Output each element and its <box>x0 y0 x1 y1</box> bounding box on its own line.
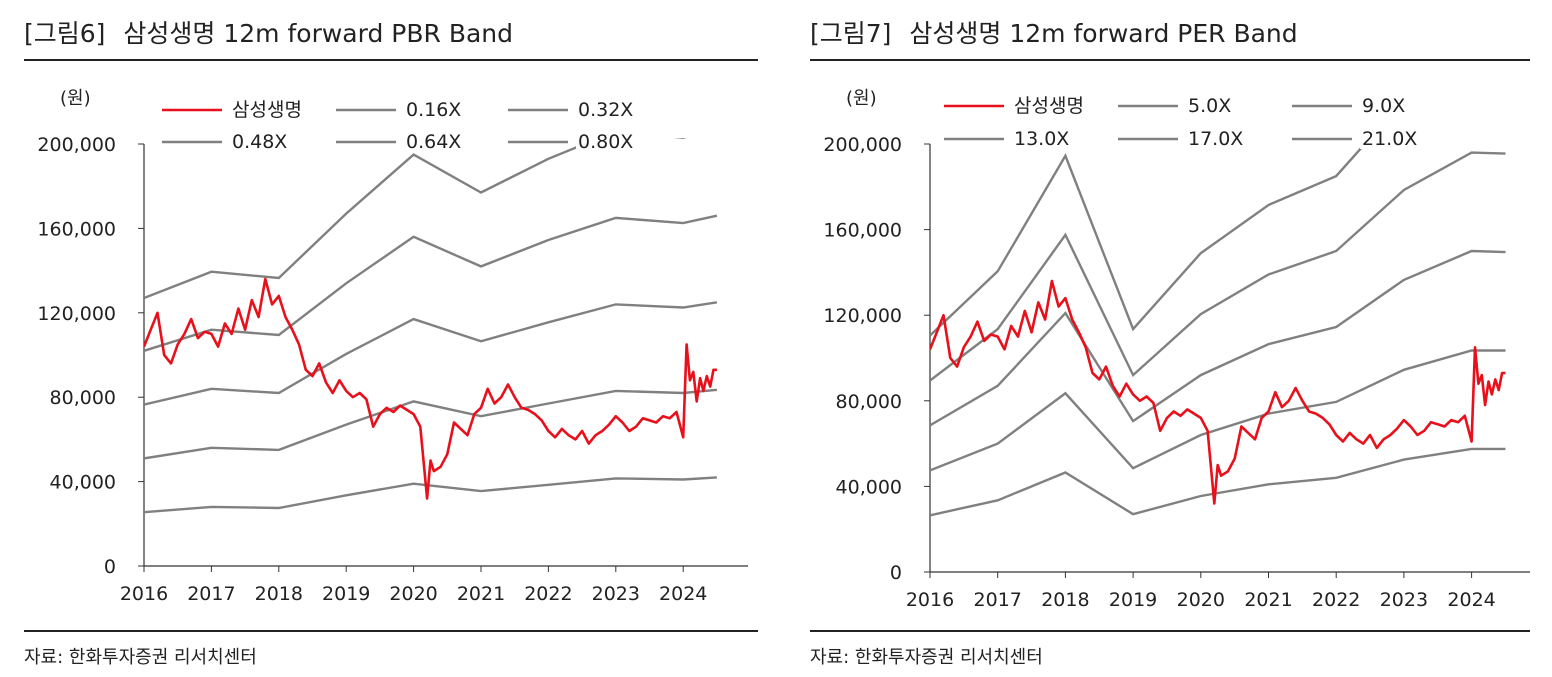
figure-title-text: 삼성생명 12m forward PER Band <box>909 19 1298 48</box>
x-tick-label: 2021 <box>457 583 505 605</box>
price-line <box>930 279 1506 505</box>
x-tick-label: 2022 <box>524 583 572 605</box>
legend-label: 5.0X <box>1188 95 1231 117</box>
band-line-9.0X <box>930 349 1506 472</box>
figure-number: [그림6] <box>24 19 106 48</box>
y-tick-label: 120,000 <box>37 303 116 325</box>
y-tick-label: 80,000 <box>50 387 116 409</box>
legend-label-bg <box>576 96 642 120</box>
y-tick-label: 200,000 <box>37 134 116 156</box>
x-tick-label: 2024 <box>1447 589 1495 611</box>
legend-label: 17.0X <box>1188 128 1243 150</box>
band-line-5.0X <box>930 447 1506 517</box>
legend-label: 13.0X <box>1014 128 1069 150</box>
y-tick-label: 0 <box>890 562 902 584</box>
unit-label: (원) <box>846 88 877 109</box>
pbr-band-panel: [그림6] 삼성생명 12m forward PBR Band 0 40,000 80… <box>24 14 758 668</box>
x-tick-label: 2017 <box>974 589 1022 611</box>
legend-label-bg <box>230 96 312 120</box>
y-tick-label: 80,000 <box>836 391 902 413</box>
source-rule <box>810 630 1530 632</box>
y-tick-label: 120,000 <box>823 305 902 327</box>
band-line-0.32X <box>144 388 718 460</box>
title-rule <box>810 59 1530 61</box>
band-line-17.0X <box>930 151 1506 382</box>
band-line-0.48X <box>144 301 718 406</box>
legend-label-bg <box>1186 92 1240 116</box>
legend-label: 0.80X <box>578 131 633 153</box>
x-tick-label: 2017 <box>187 583 235 605</box>
y-tick-label: 40,000 <box>836 476 902 498</box>
legend-label-bg <box>404 96 470 120</box>
price-line <box>144 277 717 500</box>
legend-label: 삼성생명 <box>232 99 302 121</box>
x-tick-label: 2019 <box>1109 589 1157 611</box>
x-tick-label: 2019 <box>322 583 370 605</box>
legend-label-bg <box>230 128 296 152</box>
y-tick-label: 160,000 <box>823 220 902 242</box>
figure-number: [그림7] <box>810 19 892 48</box>
band-line-0.64X <box>144 214 718 352</box>
source-rule <box>24 630 758 632</box>
legend-label-bg <box>404 128 470 152</box>
x-tick-label: 2018 <box>1041 589 1089 611</box>
x-tick-label: 2016 <box>120 583 168 605</box>
legend-label: 9.0X <box>1362 95 1405 117</box>
x-tick-label: 2023 <box>1380 589 1428 611</box>
legend-label-bg <box>1360 92 1414 116</box>
legend-label-bg <box>1012 92 1094 116</box>
x-tick-label: 2020 <box>1177 589 1225 611</box>
band-line-0.80X <box>144 138 687 300</box>
band-line-21.0X <box>930 138 1372 337</box>
band-line-0.16X <box>144 476 717 514</box>
y-tick-label: 0 <box>104 556 116 578</box>
legend-label: 0.48X <box>232 131 287 153</box>
x-tick-label: 2024 <box>659 583 707 605</box>
x-tick-label: 2023 <box>592 583 640 605</box>
figure-title: [그림6] 삼성생명 12m forward PBR Band <box>24 14 513 50</box>
legend-label-bg <box>1360 125 1426 149</box>
legend-label: 21.0X <box>1362 128 1417 150</box>
x-tick-label: 2021 <box>1244 589 1292 611</box>
legend-label-bg <box>1012 125 1078 149</box>
band-line-13.0X <box>930 249 1506 427</box>
x-tick-label: 2022 <box>1312 589 1360 611</box>
legend-label: 삼성생명 <box>1014 95 1084 117</box>
x-tick-label: 2016 <box>906 589 954 611</box>
figure-title-text: 삼성생명 12m forward PBR Band <box>123 19 514 48</box>
legend-label: 0.16X <box>406 99 461 121</box>
legend-label: 0.64X <box>406 131 461 153</box>
source-note: 자료: 한화투자증권 리서치센터 <box>24 647 257 668</box>
y-tick-label: 160,000 <box>37 218 116 240</box>
pbr-band-chart: 0 40,000 80,000 120,000 160,000 200,000 2016 20… <box>37 88 748 605</box>
per-band-chart: 0 40,000 80,000 120,000 160,000 200,000 2016 20… <box>823 88 1530 611</box>
per-band-panel: [그림7] 삼성생명 12m forward PER Band 0 40,000 80… <box>784 0 1552 677</box>
unit-label: (원) <box>60 88 91 109</box>
legend-label-bg <box>576 128 642 152</box>
x-tick-label: 2020 <box>389 583 437 605</box>
figure-title: [그림7] 삼성생명 12m forward PER Band <box>810 14 1298 50</box>
y-tick-label: 40,000 <box>50 472 116 494</box>
legend-label-bg <box>1186 125 1252 149</box>
series-group <box>930 138 1506 517</box>
x-tick-label: 2018 <box>255 583 303 605</box>
legend-label: 0.32X <box>578 99 633 121</box>
source-note: 자료: 한화투자증권 리서치센터 <box>810 647 1043 668</box>
series-group <box>144 138 718 514</box>
y-tick-label: 200,000 <box>823 134 902 156</box>
title-rule <box>24 59 758 61</box>
